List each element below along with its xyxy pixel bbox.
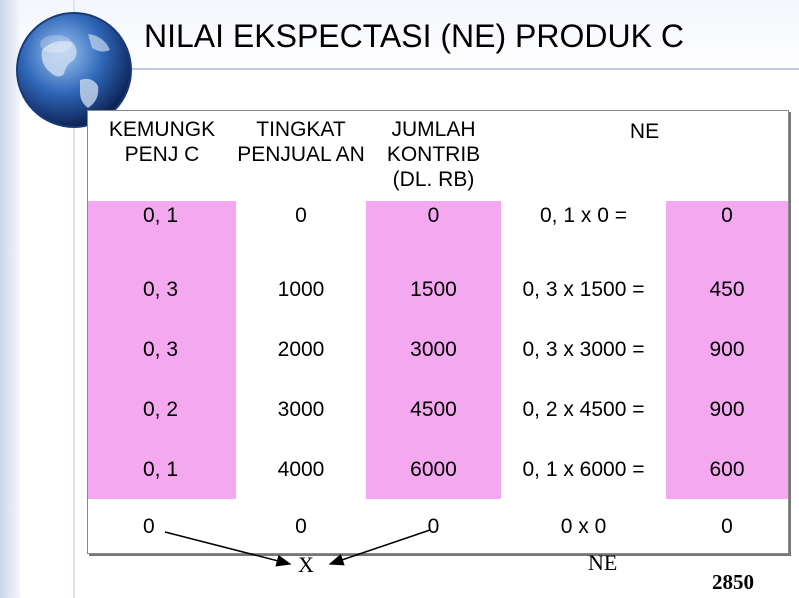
- cell-prob: 0, 3: [88, 319, 236, 379]
- cell-prob: 0, 1: [88, 201, 236, 259]
- cell-calc: 0, 3 x 1500 =: [522, 277, 645, 301]
- cell-sales: 0: [295, 204, 307, 227]
- header-contrib: JUMLAH KONTRIB (DL. RB): [386, 118, 481, 191]
- cell-ne: 900: [666, 379, 788, 439]
- cell-prob: 0, 2: [88, 379, 236, 439]
- cell-calc: 0, 1 x 0 =: [540, 204, 627, 227]
- ne-label: NE: [588, 550, 618, 575]
- title-band: [0, 0, 799, 70]
- cell-contrib: 0: [427, 514, 440, 538]
- cell-calc: 0, 1 x 6000 =: [522, 457, 645, 481]
- cell-calc: 0 x 0: [560, 514, 607, 538]
- header-prob: KEMUNGK PENJ C: [108, 118, 216, 166]
- page-title: NILAI EKSPECTASI (NE) PRODUK C: [144, 18, 684, 54]
- globe-icon: [16, 12, 132, 128]
- left-decor-band: [0, 0, 20, 598]
- cell-sales: 0: [295, 514, 307, 538]
- cell-prob: 0, 3: [88, 259, 236, 319]
- cell-ne: 450: [666, 259, 788, 319]
- total-value: 2850: [712, 570, 754, 594]
- cell-sales: 1000: [277, 277, 325, 301]
- cell-ne: 0: [666, 201, 788, 259]
- cell-contrib: 1500: [366, 259, 501, 319]
- cell-contrib: 6000: [366, 439, 501, 499]
- expectation-table: KEMUNGK PENJ C TINGKAT PENJUAL AN JUMLAH…: [87, 110, 789, 554]
- cell-sales: 4000: [277, 457, 325, 481]
- decor-horizontal-line: [100, 68, 799, 70]
- cell-prob: 0: [143, 514, 155, 538]
- header-sales: TINGKAT PENJUAL AN: [237, 118, 365, 166]
- cell-sales: 2000: [277, 337, 325, 361]
- cell-ne: 600: [666, 439, 788, 499]
- decor-vertical-line: [73, 0, 75, 598]
- cell-contrib: 3000: [366, 319, 501, 379]
- cell-calc: 0, 2 x 4500 =: [522, 397, 645, 421]
- cell-ne: 900: [666, 319, 788, 379]
- cell-contrib: 4500: [366, 379, 501, 439]
- cell-contrib: 0: [366, 201, 501, 259]
- x-label: X: [298, 552, 314, 577]
- cell-calc: 0, 3 x 3000 =: [522, 337, 645, 361]
- cell-sales: 3000: [277, 397, 325, 421]
- header-ne: NE: [629, 120, 660, 143]
- cell-prob: 0, 1: [88, 439, 236, 499]
- cell-ne: 0: [721, 514, 733, 538]
